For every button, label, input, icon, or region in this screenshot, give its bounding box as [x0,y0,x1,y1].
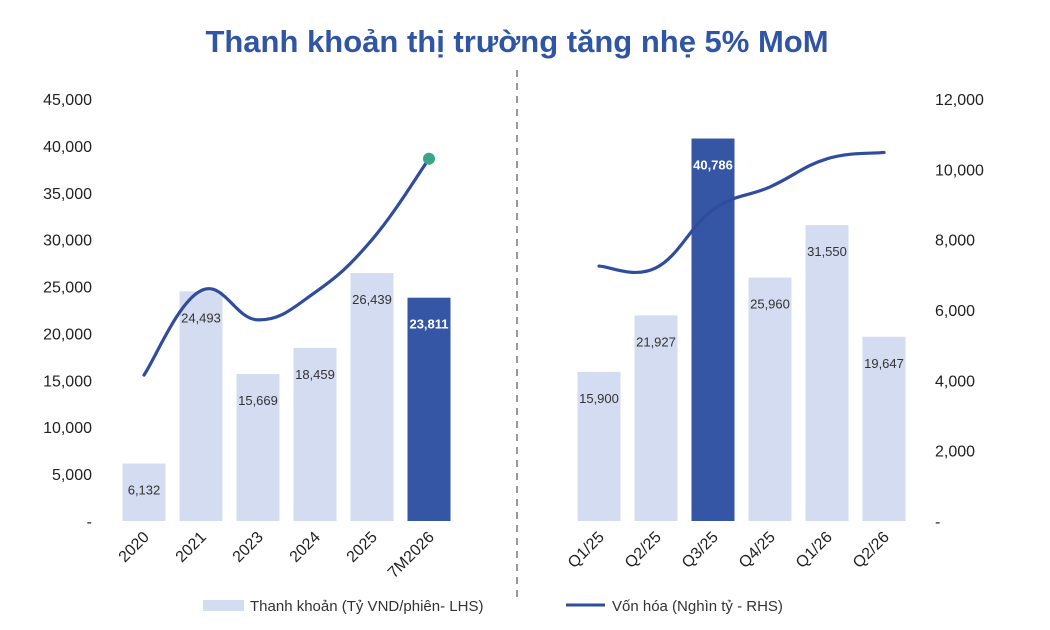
right-axis-tick-label: 8,000 [935,233,975,250]
series-line [597,150,886,274]
bar-data-label: 24,493 [181,310,221,325]
lines-group: 6,132 24,493 15,669 18,459 26,439 23,811 15,90… [128,150,904,497]
legend-line-label: Vốn hóa (Nghìn tỷ - RHS) [612,598,783,615]
bar [577,371,621,521]
right-axis-tick-label: 12,000 [935,92,984,109]
left-axis-tick-label: 20,000 [43,326,92,343]
left-axis-tick-label: 45,000 [43,92,92,109]
left-axis-tick-label: 40,000 [43,139,92,156]
chart-title: Thanh khoản thị trường tăng nhẹ 5% MoM [205,24,828,59]
bar [805,225,849,521]
x-axis-tick-label: Q1/25 [565,529,608,572]
right-axis-tick-label: - [935,514,940,531]
x-axis-tick-label: 2021 [173,529,210,566]
right-axis-tick-label: 2,000 [935,444,975,461]
left-axis-tick-label: 10,000 [43,420,92,437]
right-axis-tick-label: 10,000 [935,162,984,179]
x-axis-tick-label: Q2/25 [622,529,665,572]
x-axis-tick-label: Q2/26 [850,529,893,572]
left-axis-tick-label: - [87,514,92,531]
bar-data-label: 40,786 [693,158,733,173]
bar [122,463,166,521]
right-axis-tick-label: 6,000 [935,303,975,320]
x-axis-tick-label: Q3/25 [679,529,722,572]
left-axis-tick-label: 30,000 [43,233,92,250]
series-line [142,157,431,377]
x-axis-tick-label: Q4/25 [736,529,779,572]
left-axis-tick-label: 35,000 [43,186,92,203]
x-axis-tick-label: 2020 [116,529,153,566]
left-axis-tick-label: 5,000 [52,467,92,484]
left-axis-tick-label: 25,000 [43,280,92,297]
bar [179,291,223,521]
right-axis: - 2,000 4,000 6,000 8,000 10,000 12,000 [935,92,984,531]
right-axis-tick-label: 4,000 [935,373,975,390]
bar [748,277,792,521]
bar-data-label: 21,927 [636,334,676,349]
bar-data-label: 25,960 [750,297,790,312]
bar-data-label: 18,459 [295,367,335,382]
bar-data-label: 26,439 [352,292,392,307]
bar [293,347,337,521]
left-axis: - 5,000 10,000 15,000 20,000 25,000 30,000 35,0… [43,92,92,531]
x-axis-tick-label: 2024 [287,529,324,566]
bar [862,336,906,521]
bar-data-label: 15,669 [238,393,278,408]
bar [350,273,394,521]
bars-group [122,138,906,522]
bar-data-label: 23,811 [409,317,448,332]
bar [407,297,451,521]
legend-bar-label: Thanh khoản (Tỷ VND/phiên- LHS) [250,598,483,615]
x-axis-tick-label: 7M2026 [385,529,438,582]
bar [634,315,678,521]
x-axis-ticks: 2020 2021 2023 2024 2025 7M2026 Q1/25 Q2/25 Q3/2… [116,529,893,582]
bar-data-label: 6,132 [128,482,161,497]
legend: Thanh khoản (Tỷ VND/phiên- LHS) Vốn hóa (… [203,598,783,615]
x-axis-tick-label: 2023 [230,529,267,566]
bar [691,138,735,522]
x-axis-tick-label: 2025 [344,529,381,566]
bar [236,374,280,521]
bar-data-label: 19,647 [864,356,904,371]
bar-data-label: 15,900 [579,391,619,406]
left-axis-tick-label: 15,000 [43,373,92,390]
line-end-marker [423,152,435,165]
x-axis-tick-label: Q1/26 [793,529,836,572]
legend-bar-swatch [203,600,244,611]
bar-data-label: 31,550 [807,244,847,259]
